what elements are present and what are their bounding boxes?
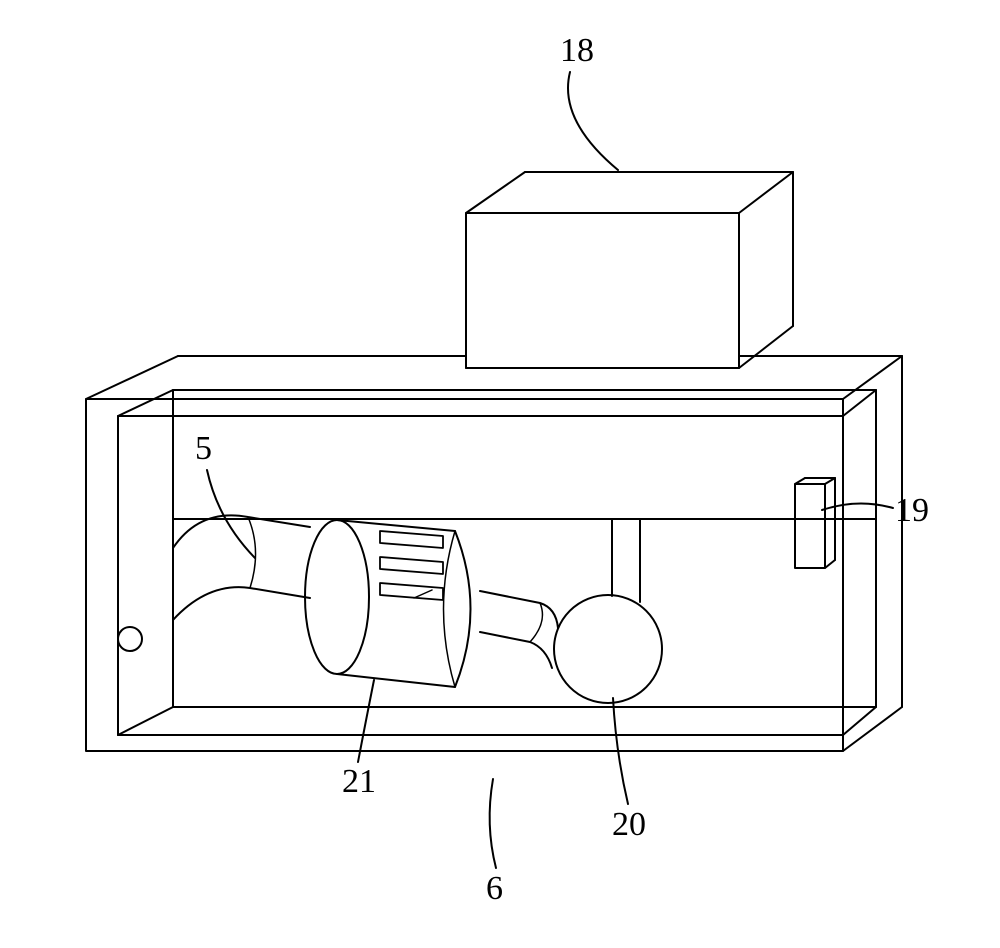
pipe-5 bbox=[173, 515, 310, 620]
label-19: 19 bbox=[895, 492, 929, 530]
label-6: 6 bbox=[486, 870, 503, 908]
label-5: 5 bbox=[195, 430, 212, 468]
connector-pipe bbox=[480, 591, 558, 668]
label-21: 21 bbox=[342, 763, 376, 801]
box-18 bbox=[466, 172, 793, 368]
diagram-container: 18 5 21 6 20 19 bbox=[0, 0, 1000, 948]
technical-drawing-svg bbox=[0, 0, 1000, 948]
label-20: 20 bbox=[612, 806, 646, 844]
cylinder-21 bbox=[305, 520, 471, 687]
small-hole bbox=[118, 627, 142, 651]
vertical-rod bbox=[612, 519, 640, 602]
box-6-inner bbox=[118, 390, 876, 735]
switch-19 bbox=[795, 478, 835, 568]
leader-lines bbox=[207, 72, 893, 868]
sphere-20 bbox=[554, 595, 662, 703]
label-18: 18 bbox=[560, 32, 594, 70]
